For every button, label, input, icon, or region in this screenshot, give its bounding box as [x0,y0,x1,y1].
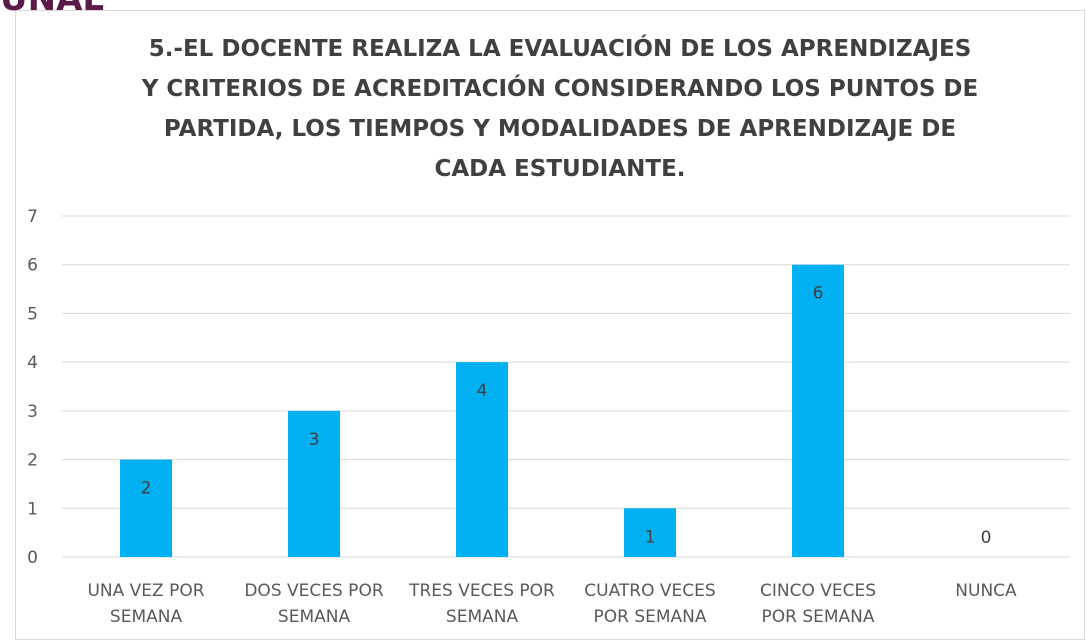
x-tick-label: POR SEMANA [593,607,706,627]
bar [792,264,844,557]
value-label: 0 [981,528,992,548]
x-tick-label: POR SEMANA [761,607,874,627]
x-tick-label: UNA VEZ POR [87,581,204,601]
chart-title: 5.-EL DOCENTE REALIZA LA EVALUACIÓN DE L… [149,34,972,62]
x-tick-label: CUATRO VECES [584,581,715,601]
value-label: 6 [813,284,824,304]
x-tick-label: NUNCA [955,581,1017,601]
x-tick-label: DOS VECES POR [244,581,383,601]
y-tick-label: 1 [27,499,38,519]
y-tick-label: 0 [27,548,38,568]
logo: UNAE [0,0,106,19]
y-tick-label: 2 [27,451,38,471]
y-tick-label: 5 [27,304,38,324]
chart-title: PARTIDA, LOS TIEMPOS Y MODALIDADES DE AP… [164,116,956,142]
value-label: 4 [477,381,488,401]
bar [288,410,340,557]
x-tick-label: TRES VECES POR [408,581,555,601]
x-tick-label: SEMANA [110,607,183,627]
x-tick-label: CINCO VECES [760,581,876,601]
value-label: 1 [645,527,656,547]
bar [624,508,676,557]
value-label: 3 [309,430,320,450]
chart-border [15,10,1085,640]
y-tick-label: 6 [27,256,38,276]
y-tick-label: 4 [27,353,38,373]
chart-title: Y CRITERIOS DE ACREDITACIÓN CONSIDERANDO… [141,74,979,102]
x-tick-label: SEMANA [446,607,519,627]
value-label: 2 [141,479,152,499]
y-tick-label: 3 [27,402,38,422]
bar [120,459,172,557]
y-tick-label: 7 [27,207,38,227]
bar [456,362,508,557]
chart-title: CADA ESTUDIANTE. [434,156,685,182]
x-tick-label: SEMANA [278,607,351,627]
